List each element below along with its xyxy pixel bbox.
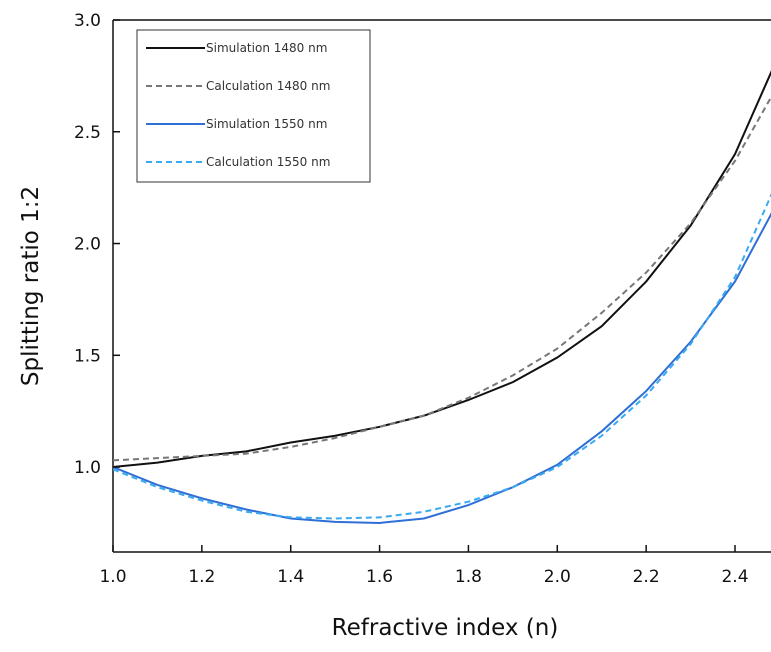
- y-tick-label: 1.0: [74, 458, 101, 478]
- legend-box: [136, 29, 371, 183]
- x-tick-label: 1.2: [188, 567, 215, 587]
- legend-label: Simulation 1480 nm: [206, 41, 327, 55]
- x-axis-label: Refractive index (n): [332, 615, 559, 641]
- legend-label: Calculation 1480 nm: [206, 79, 330, 93]
- series-line: [113, 212, 771, 524]
- x-tick-label: 2.2: [633, 567, 660, 587]
- y-tick-label: 2.5: [74, 123, 101, 143]
- series-line: [113, 70, 771, 469]
- plot-area: [113, 70, 771, 524]
- x-tick-label: 1.6: [366, 567, 393, 587]
- legend-label: Calculation 1550 nm: [206, 155, 330, 169]
- x-tick-label: 1.4: [277, 567, 304, 587]
- y-axis-label: Splitting ratio 1:2: [18, 186, 44, 386]
- y-tick-label: 2.0: [74, 235, 101, 255]
- y-tick-label: 1.5: [74, 346, 101, 366]
- series-line: [113, 95, 771, 462]
- x-tick-label: 2.4: [721, 567, 748, 587]
- x-tick-label: 1.0: [99, 567, 126, 587]
- x-tick-label: 1.8: [455, 567, 482, 587]
- legend-label: Simulation 1550 nm: [206, 117, 327, 131]
- x-tick-label: 2.0: [544, 567, 571, 587]
- y-tick-label: 3.0: [74, 11, 101, 31]
- series-line: [113, 193, 771, 520]
